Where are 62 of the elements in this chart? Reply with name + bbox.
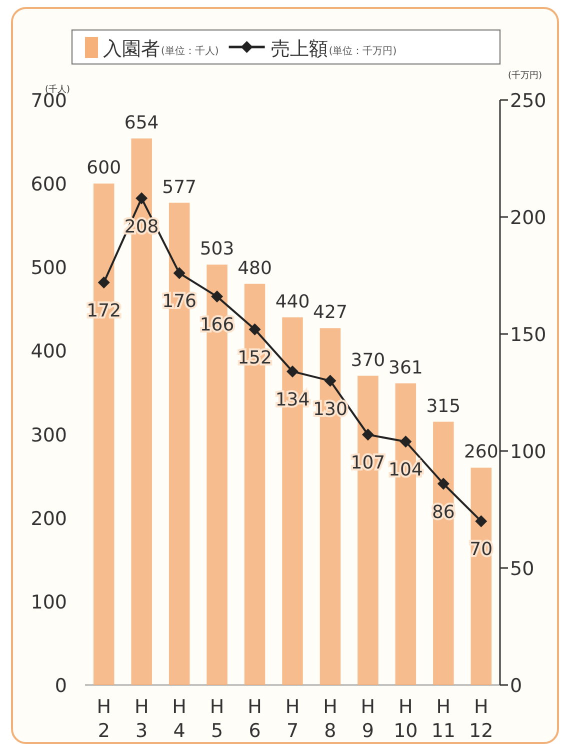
y-tick-label: 400	[30, 340, 67, 363]
y-tick-label: 200	[30, 508, 67, 530]
data-label: 600	[86, 158, 122, 179]
y2-tick-label: 150	[510, 324, 546, 346]
y-tick-label: 600	[30, 174, 67, 196]
x-tick-label: H 5	[210, 696, 224, 742]
data-label: 370	[350, 350, 386, 371]
y-tick-label: 100	[30, 591, 67, 614]
y2-axis-title: (千万円)	[508, 70, 542, 81]
x-tick-label: H 12	[469, 696, 494, 742]
legend-label: 売上額(単位：千万円)	[270, 38, 397, 60]
y2-tick-label: 250	[510, 90, 546, 112]
y-tick-label: 300	[30, 424, 67, 446]
y2-tick-label: 0	[510, 675, 522, 697]
data-label: 86	[432, 502, 455, 523]
data-label: 480	[238, 258, 272, 279]
data-label: 176	[162, 291, 196, 312]
data-label: 134	[275, 389, 310, 410]
data-label: 166	[200, 314, 234, 336]
data-label: 104	[388, 460, 423, 481]
y2-tick-label: 200	[510, 207, 546, 229]
point	[437, 478, 450, 490]
data-label: 107	[350, 452, 386, 474]
x-tick-label: H 2	[96, 696, 112, 742]
x-tick-label: H 7	[285, 696, 300, 742]
y2-tick-label: 50	[510, 558, 534, 580]
data-label: 577	[162, 176, 196, 198]
x-tick-label: H 10	[394, 696, 418, 742]
data-label: 440	[275, 291, 310, 312]
data-label: 172	[86, 300, 122, 322]
x-tick-label: H 11	[431, 696, 456, 742]
point	[173, 267, 186, 280]
point	[362, 428, 374, 441]
data-label: 503	[200, 238, 234, 260]
data-label: 427	[313, 302, 348, 324]
point	[136, 192, 148, 204]
data-label: 152	[238, 347, 272, 368]
data-label: 130	[313, 398, 348, 420]
legend-label: 入園者(単位：千人)	[103, 38, 219, 60]
x-tick-label: H 4	[172, 696, 186, 742]
point	[248, 323, 261, 336]
data-label: 70	[470, 539, 493, 560]
point	[324, 374, 336, 387]
data-label: 361	[388, 357, 423, 378]
data-label: 315	[426, 396, 461, 417]
data-label: 654	[124, 112, 159, 134]
bar	[433, 422, 454, 685]
point	[475, 515, 488, 528]
point	[286, 365, 298, 378]
y-tick-label: 0	[54, 675, 67, 697]
x-tick-label: H 3	[134, 696, 149, 742]
bar	[470, 468, 492, 685]
y-tick-label: 500	[30, 257, 67, 280]
point	[98, 276, 110, 289]
x-tick-label: H 6	[248, 696, 262, 742]
point	[211, 290, 224, 303]
y2-tick-label: 100	[510, 441, 546, 463]
y-axis-title: (千人)	[45, 84, 70, 95]
x-tick-label: H 9	[360, 696, 376, 742]
point	[400, 436, 412, 448]
x-tick-label: H 8	[323, 696, 338, 742]
data-label: 260	[464, 442, 498, 463]
